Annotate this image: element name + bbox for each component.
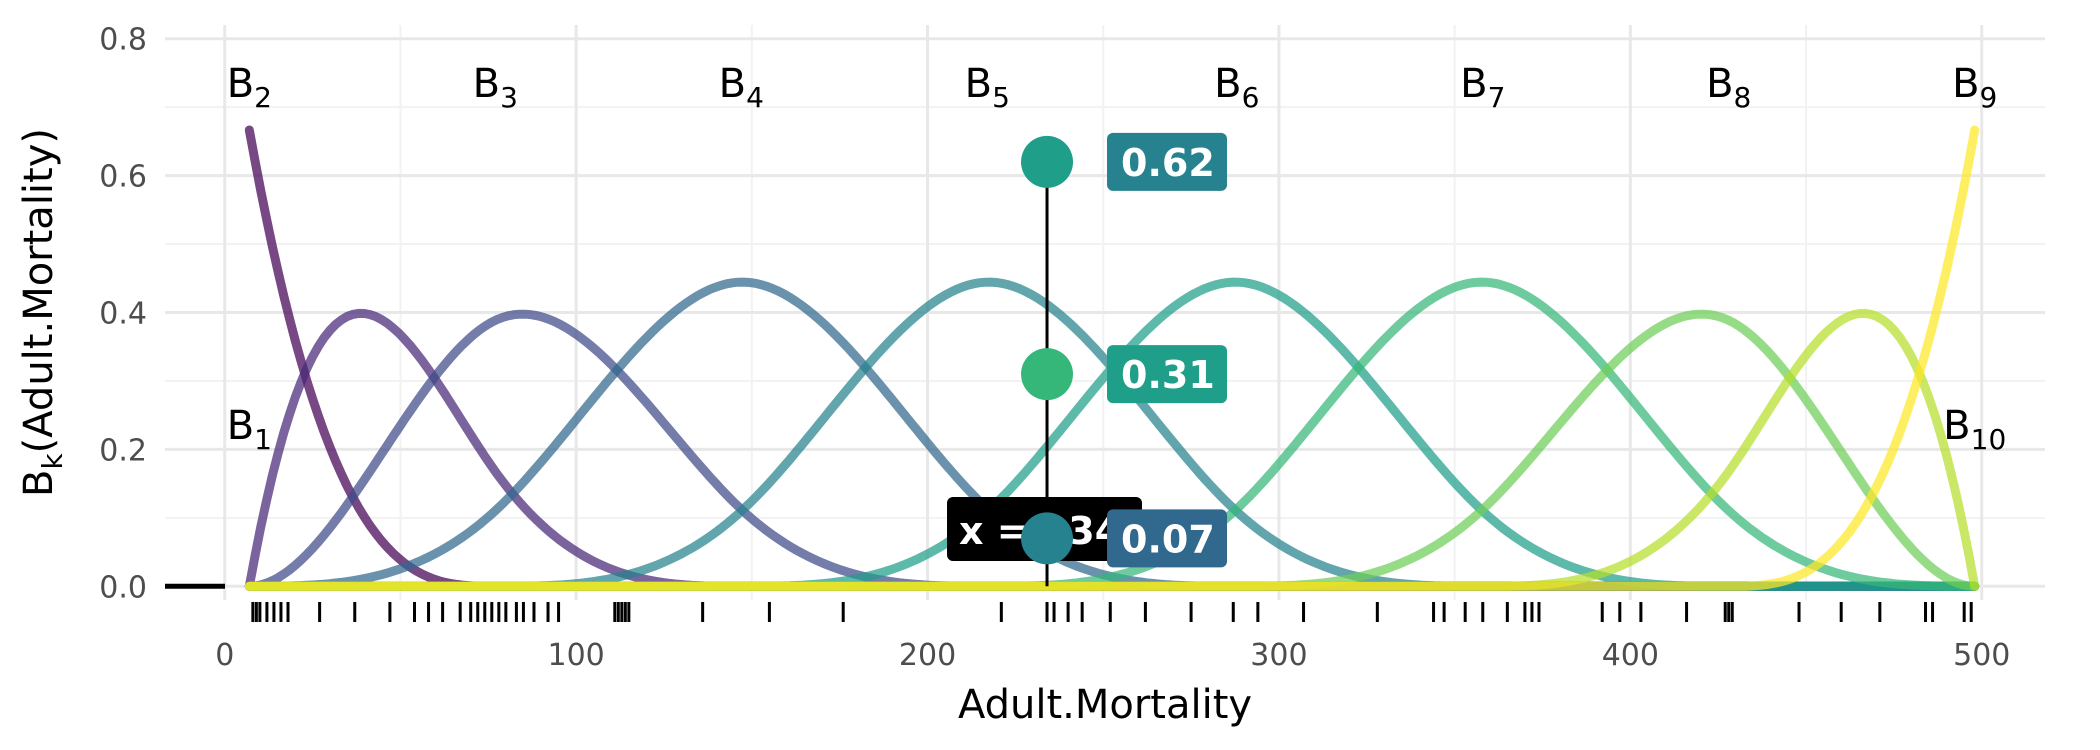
y-axis-title: Bk(Adult.Mortality) [16,128,69,497]
highlight-point-2 [1021,348,1074,401]
basis-labels: B1 B2 B3 B4 B5 B6 B7 B8 B9 B10 [227,61,2007,456]
x-axis: 0 100 200 300 400 500 [215,638,2010,673]
y-axis-title-sub: k [36,453,69,470]
x-tick-label: 200 [899,638,956,673]
y-tick-label: 0.6 [99,160,147,195]
basis-label-2: B2 [227,61,272,114]
y-tick-label: 0.4 [99,297,147,332]
x-tick-label: 400 [1602,638,1659,673]
major-grid [165,25,2045,600]
y-tick-label: 0.8 [99,23,147,58]
x-tick-label: 500 [1953,638,2010,673]
value-label-3: 0.07 [1121,517,1215,561]
y-tick-label: 0.0 [99,570,147,605]
rug-marks [251,602,1973,622]
y-axis-title-main: B [16,470,62,497]
x-tick-label: 0 [215,638,234,673]
y-axis-title-rest: (Adult.Mortality) [16,128,62,453]
value-label-1: 0.62 [1121,141,1215,185]
highlight-point-3 [1021,512,1074,565]
highlight-point-1 [1021,135,1074,188]
y-tick-label: 0.2 [99,433,147,468]
basis-curves [244,125,1980,591]
basis-label-7: B7 [1460,61,1505,114]
basis-label-8: B8 [1706,61,1751,114]
basis-curve-10 [244,125,1980,591]
y-axis: 0.0 0.2 0.4 0.6 0.8 [99,23,147,606]
basis-label-3: B3 [473,61,518,114]
basis-label-5: B5 [965,61,1010,114]
basis-label-9: B9 [1952,61,1997,114]
basis-label-1: B1 [227,403,272,456]
basis-label-10: B10 [1943,403,2006,456]
value-label-2: 0.31 [1121,353,1215,397]
x-tick-label: 300 [1250,638,1307,673]
value-label-box-1 [1107,132,1228,191]
x-axis-title: Adult.Mortality [958,682,1252,728]
x-tick-label: 100 [548,638,605,673]
basis-label-4: B4 [719,61,764,114]
value-label-box-2 [1107,345,1228,404]
basis-label-6: B6 [1214,61,1259,114]
value-label-box-3 [1107,509,1228,568]
